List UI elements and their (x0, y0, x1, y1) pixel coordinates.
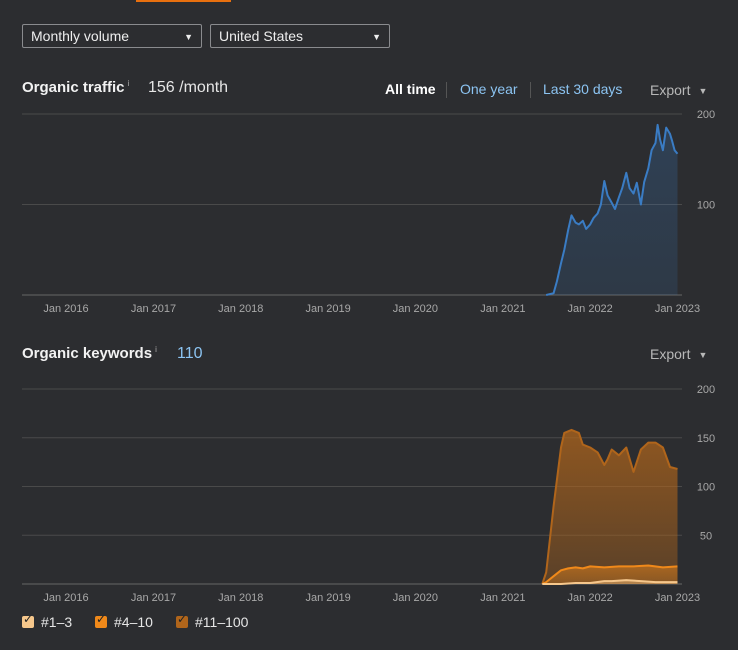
active-tab-indicator (136, 0, 231, 2)
x-tick-label: Jan 2020 (393, 592, 438, 604)
traffic-chart: 100 200 Jan 2016 Jan 2017 Jan 2018 Jan 2019 Ja… (22, 109, 715, 315)
info-icon[interactable]: i (155, 345, 157, 354)
keywords-title: Organic keywords i (22, 345, 157, 362)
x-tick-label: Jan 2019 (305, 592, 350, 604)
series-line (542, 579, 678, 585)
x-tick-label: Jan 2021 (480, 592, 525, 604)
range-last-30-days[interactable]: Last 30 days (543, 81, 623, 97)
legend-label: #11–100 (195, 614, 249, 630)
country-select[interactable]: United States ▼ (210, 24, 390, 48)
x-tick-label: Jan 2017 (131, 303, 176, 315)
legend-item-11-100[interactable]: ✓ #11–100 (176, 612, 249, 630)
x-tick-label: Jan 2022 (568, 592, 613, 604)
series-area (546, 124, 678, 296)
chevron-down-icon: ▼ (184, 32, 193, 42)
checkbox-checked-icon[interactable]: ✓ (176, 612, 188, 628)
y-tick-label: 50 (700, 530, 712, 542)
checkbox-checked-icon[interactable]: ✓ (95, 612, 107, 628)
chevron-down-icon: ▼ (372, 32, 381, 42)
x-tick-label: Jan 2021 (480, 303, 525, 315)
volume-select[interactable]: Monthly volume ▼ (22, 24, 202, 48)
series-line (545, 123, 679, 296)
traffic-title: Organic traffic i (22, 79, 129, 96)
series-line (541, 428, 678, 585)
x-tick-label: Jan 2018 (218, 303, 263, 315)
legend-label: #1–3 (41, 614, 73, 630)
range-divider (530, 82, 531, 98)
legend-label: #4–10 (114, 614, 153, 630)
legend-item-4-10[interactable]: ✓ #4–10 (95, 612, 153, 630)
chevron-down-icon: ▼ (698, 86, 708, 96)
y-tick-label: 200 (697, 109, 715, 121)
y-tick-label: 100 (697, 482, 715, 494)
x-tick-label: Jan 2017 (131, 592, 176, 604)
range-all-time[interactable]: All time (385, 81, 436, 97)
keywords-export-label: Export (650, 346, 691, 362)
x-tick-label: Jan 2019 (305, 303, 350, 315)
x-tick-label: Jan 2022 (568, 303, 613, 315)
traffic-title-text: Organic traffic (22, 79, 125, 96)
x-tick-label: Jan 2020 (393, 303, 438, 315)
info-icon[interactable]: i (127, 79, 130, 88)
series-area (542, 565, 678, 584)
keywords-title-text: Organic keywords (22, 345, 153, 362)
y-tick-label: 200 (697, 384, 715, 396)
y-tick-label: 100 (697, 200, 715, 212)
chevron-down-icon: ▼ (698, 350, 708, 360)
traffic-export-label: Export (650, 82, 691, 98)
range-one-year[interactable]: One year (460, 81, 518, 97)
y-tick-label: 150 (697, 433, 715, 445)
series-line (541, 564, 678, 585)
range-divider (446, 82, 447, 98)
x-tick-label: Jan 2018 (218, 592, 263, 604)
country-select-value: United States (219, 28, 304, 44)
traffic-value: 156 /month (148, 79, 229, 96)
legend-item-1-3[interactable]: ✓ #1–3 (22, 612, 73, 630)
x-tick-label: Jan 2016 (43, 303, 88, 315)
traffic-export-button[interactable]: Export ▼ (650, 82, 707, 98)
checkbox-checked-icon[interactable]: ✓ (22, 612, 34, 628)
x-tick-label: Jan 2023 (655, 592, 700, 604)
keywords-value: 110 (177, 345, 203, 362)
volume-select-value: Monthly volume (31, 28, 130, 44)
series-area (542, 429, 678, 584)
keywords-chart: 50 100 150 200 Jan 2016 Jan 2017 Jan 2018 Jan 2… (22, 384, 715, 604)
keywords-export-button[interactable]: Export ▼ (650, 346, 707, 362)
x-tick-label: Jan 2023 (655, 303, 700, 315)
x-tick-label: Jan 2016 (43, 592, 88, 604)
